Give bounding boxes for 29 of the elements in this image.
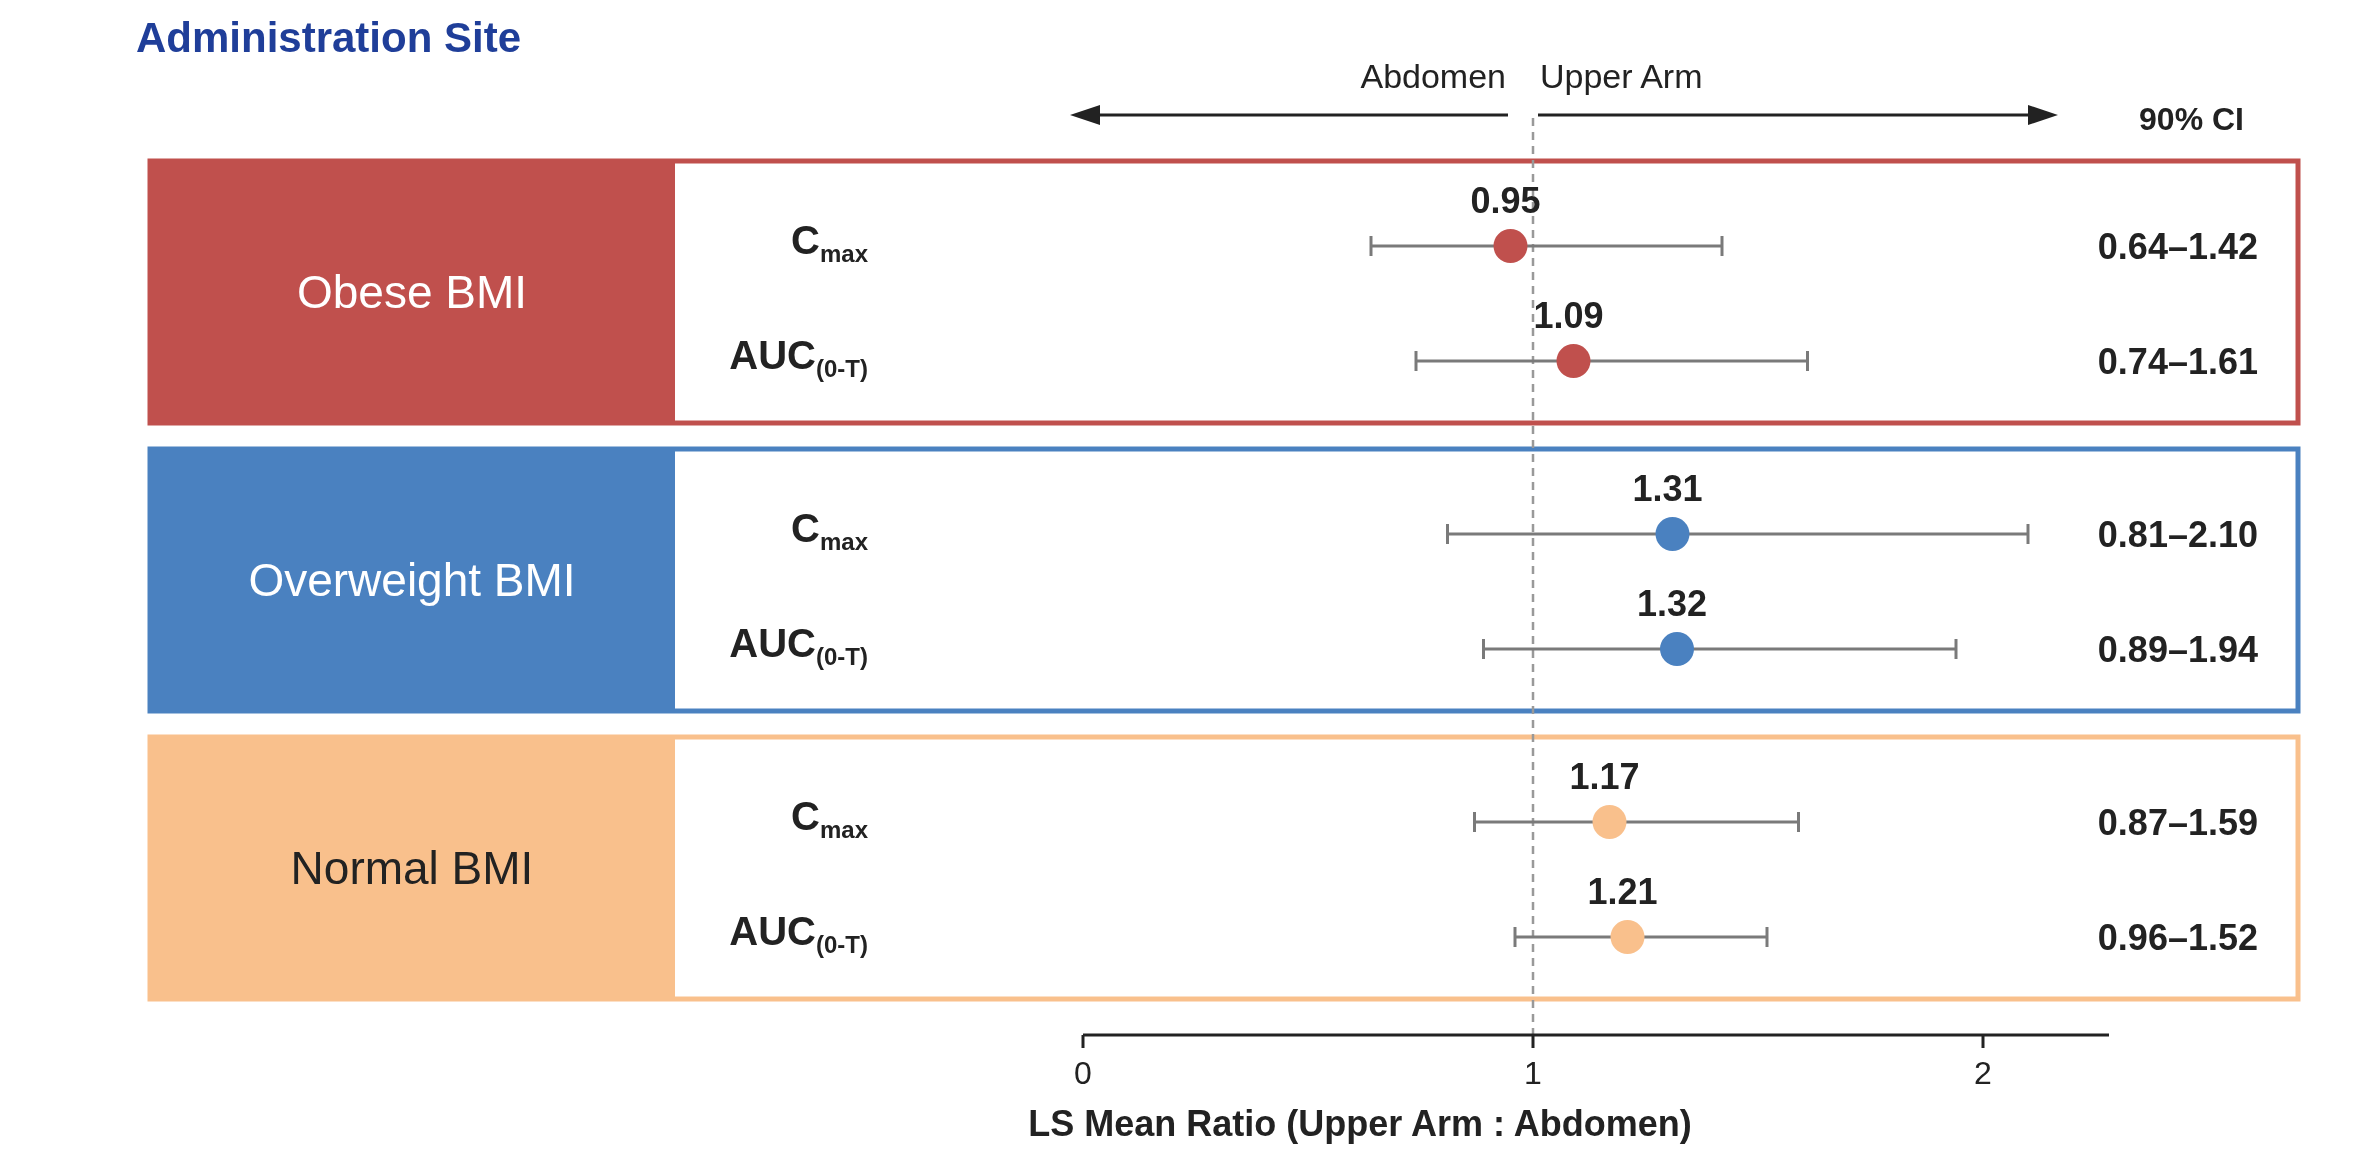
data-label: 1.32 xyxy=(1636,583,1708,624)
y-tick-label: AUC$_{(0-T)}$ xyxy=(729,909,868,959)
annotation: 0.74–1.61 xyxy=(2097,341,2258,382)
x-axis-title: LS Mean Ratio (Upper Arm : Abdomen) xyxy=(1028,1103,1692,1144)
data-label: 0.95 xyxy=(1470,180,1541,221)
text: Normal BMI xyxy=(290,842,534,894)
annotation: 0.64–1.42 xyxy=(2097,226,2258,267)
data-label: 1.21 xyxy=(1587,871,1658,912)
y-tick-label: AUC$_{(0-T)}$ xyxy=(729,621,868,671)
text: Upper Arm xyxy=(1540,57,1703,95)
x-tick-label: 0 xyxy=(1074,1055,1092,1091)
text: Abdomen xyxy=(1360,57,1506,95)
x-tick-label: 1 xyxy=(1524,1055,1542,1091)
annotation: 0.81–2.10 xyxy=(2097,514,2258,555)
text: Obese BMI xyxy=(296,266,528,318)
data-label: 1.09 xyxy=(1533,295,1604,336)
y-tick-label: C$_{max}$ xyxy=(791,506,869,556)
annotation: 0.89–1.94 xyxy=(2097,629,2258,670)
annotation: 0.87–1.59 xyxy=(2097,802,2258,843)
x-tick-label: 2 xyxy=(1974,1055,1992,1091)
y-tick-label: C$_{max}$ xyxy=(791,218,869,268)
text: Overweight BMI xyxy=(248,554,576,606)
data-label: 1.17 xyxy=(1569,756,1640,797)
annotation: 0.96–1.52 xyxy=(2097,917,2258,958)
text: 90% CI xyxy=(2139,101,2244,137)
data-label: 1.31 xyxy=(1632,468,1703,509)
text: Administration Site xyxy=(136,14,522,61)
y-tick-label: AUC$_{(0-T)}$ xyxy=(729,333,868,383)
y-tick-label: C$_{max}$ xyxy=(791,794,869,844)
